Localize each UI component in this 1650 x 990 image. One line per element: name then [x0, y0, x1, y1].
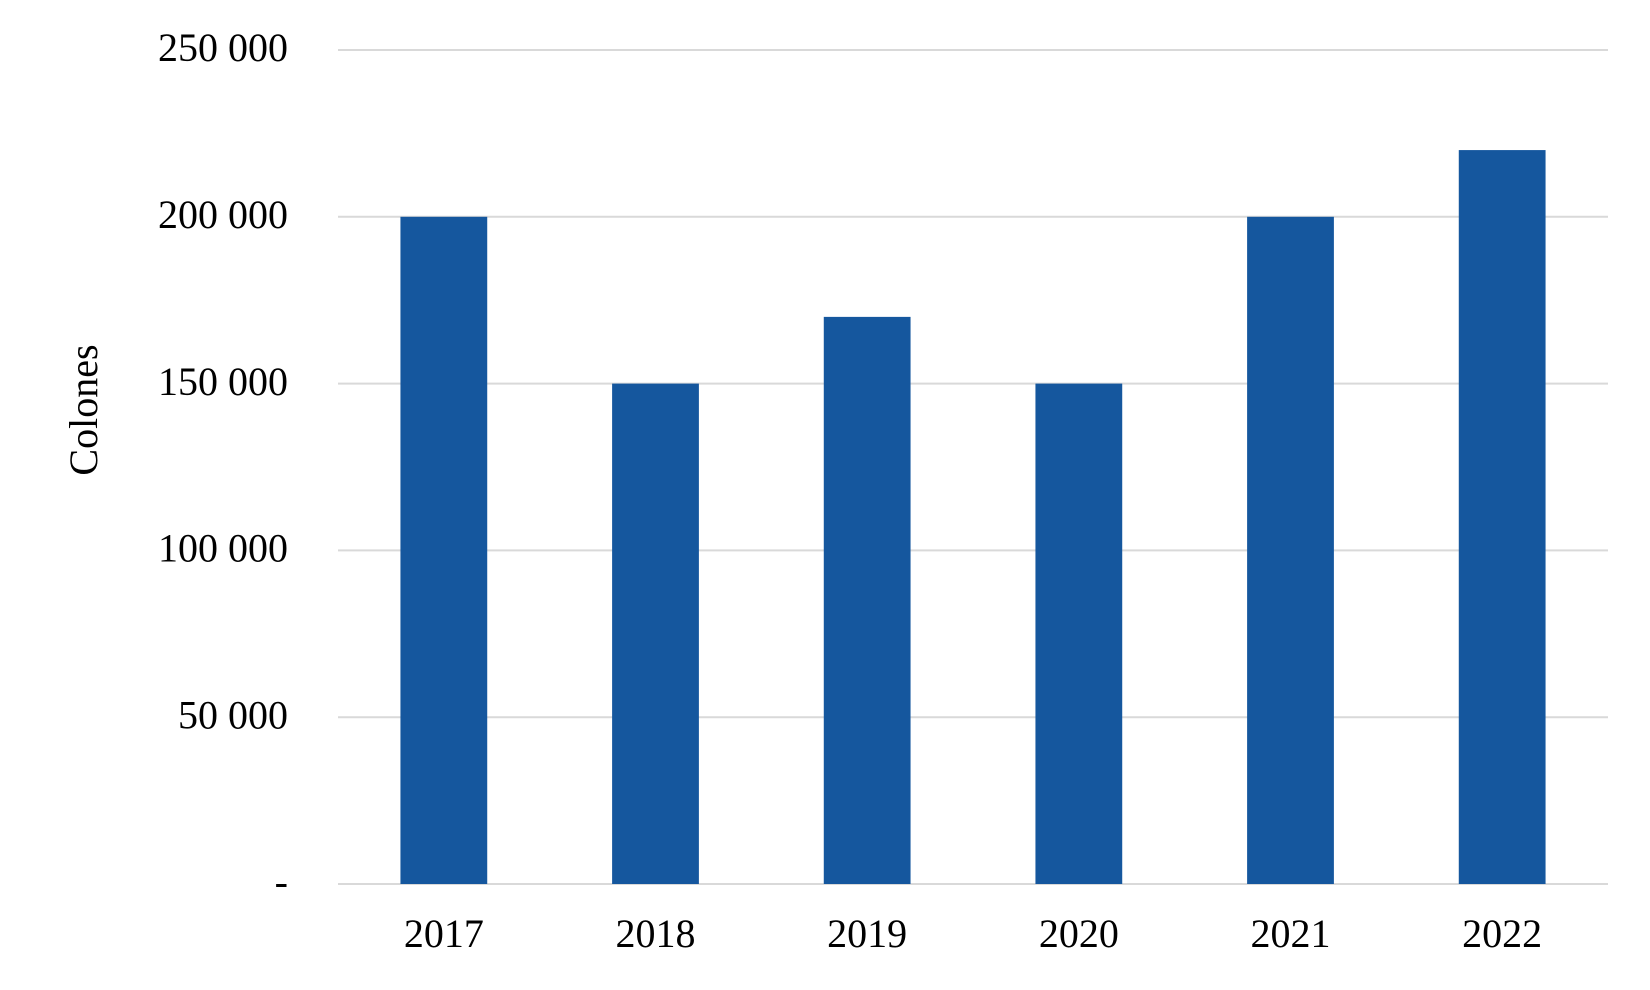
bar	[1247, 216, 1334, 885]
bar	[1035, 383, 1123, 884]
bar	[1458, 150, 1546, 884]
y-tick-label: 150 000	[158, 359, 288, 404]
bar	[400, 216, 488, 885]
x-tick-label: 2020	[1039, 911, 1119, 956]
x-tick-label: 2019	[827, 911, 907, 956]
y-tick-label: -	[275, 859, 288, 904]
y-tick-label: 50 000	[178, 692, 288, 737]
y-tick-label: 250 000	[158, 25, 288, 70]
y-tick-label: 100 000	[158, 526, 288, 571]
y-tick-label: 200 000	[158, 192, 288, 237]
bar	[612, 383, 699, 884]
y-axis-label: Colones	[61, 344, 106, 475]
bar	[823, 316, 911, 884]
x-tick-label: 2017	[404, 911, 484, 956]
x-tick-label: 2021	[1251, 911, 1331, 956]
x-tick-label: 2022	[1462, 911, 1542, 956]
x-tick-label: 2018	[616, 911, 696, 956]
